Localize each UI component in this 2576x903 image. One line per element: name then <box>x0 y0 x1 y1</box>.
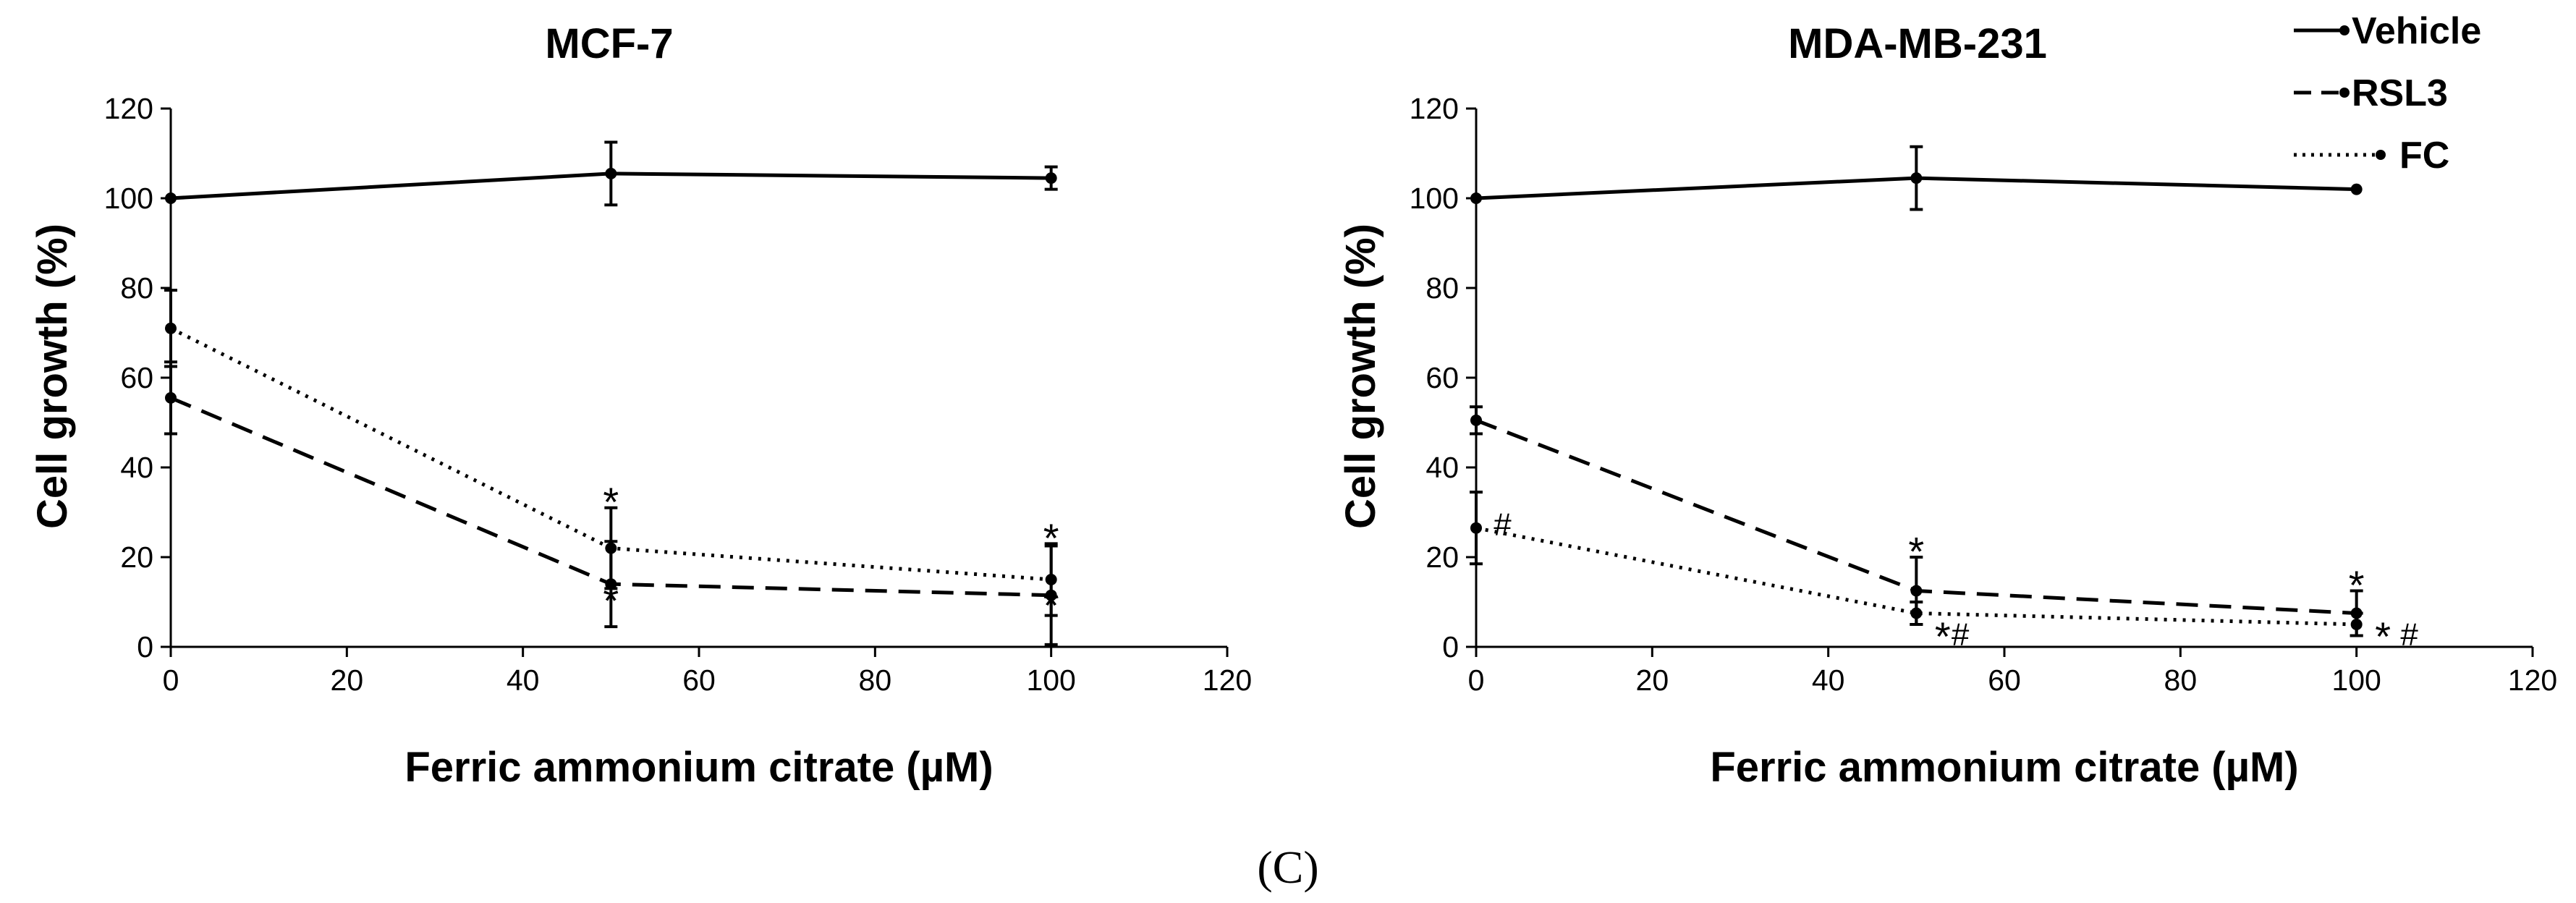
annotation-asterisk: * <box>1043 515 1059 561</box>
y-tick-label: 120 <box>1410 92 1459 125</box>
annotation-hash: # <box>1952 616 1970 652</box>
x-tick-label: 0 <box>163 664 179 697</box>
data-point-fc <box>1910 607 1923 619</box>
y-tick-label: 40 <box>1425 451 1459 484</box>
x-tick-label: 0 <box>1468 664 1485 697</box>
chart-title: MCF-7 <box>545 20 673 67</box>
data-point-vehicle <box>2350 183 2363 195</box>
x-tick-label: 120 <box>2508 664 2557 697</box>
y-tick-label: 100 <box>1410 182 1459 215</box>
y-axis-title: Cell growth (%) <box>29 224 76 529</box>
chart-title: MDA-MB-231 <box>1788 20 2047 67</box>
legend-label-vehicle: Vehicle <box>2352 10 2481 52</box>
annotation-asterisk: * <box>603 479 619 525</box>
x-tick-label: 100 <box>1026 664 1075 697</box>
x-axis-title: Ferric ammonium citrate (µM) <box>1710 744 2298 791</box>
legend-marker-fc <box>2376 150 2386 160</box>
legend-label-rsl3: RSL3 <box>2352 72 2448 114</box>
x-tick-label: 40 <box>507 664 540 697</box>
legend-item-fc: FC <box>2294 135 2449 177</box>
annotation-hash: # <box>2400 616 2418 652</box>
data-point-vehicle <box>165 192 177 204</box>
legend: Vehicle RSL3 FC <box>2294 10 2481 177</box>
x-tick-label: 20 <box>1636 664 1669 697</box>
legend-item-vehicle: Vehicle <box>2294 10 2481 52</box>
y-axis-title: Cell growth (%) <box>1337 224 1384 529</box>
annotation-asterisk: * <box>1935 614 1951 659</box>
chart-mcf7: MCF-7 Ferric ammonium citrate (µM) Cell … <box>29 20 1252 791</box>
annotation-asterisk: * <box>2349 562 2365 608</box>
y-tick-label: 100 <box>104 182 153 215</box>
annotation-hash: # <box>1494 507 1512 543</box>
annotation-asterisk: * <box>603 578 619 624</box>
annotation-asterisk: * <box>1043 582 1059 628</box>
x-tick-label: 120 <box>1203 664 1252 697</box>
x-tick-label: 60 <box>1988 664 2021 697</box>
plot-area: 0 20 40 60 80 100 120 0 20 40 60 80 100 120 * * * * <box>104 92 1253 697</box>
y-tick-label: 60 <box>1425 361 1459 394</box>
legend-marker-vehicle <box>2339 25 2350 35</box>
x-tick-label: 40 <box>1812 664 1845 697</box>
data-point-vehicle <box>1045 172 1057 185</box>
y-tick-label: 60 <box>120 361 153 394</box>
x-tick-label: 100 <box>2331 664 2381 697</box>
y-tick-label: 0 <box>137 630 153 664</box>
y-tick-label: 120 <box>104 92 153 125</box>
data-point-fc <box>2350 619 2363 630</box>
chart-mda-mb-231: MDA-MB-231 Ferric ammonium citrate (µM) … <box>1337 20 2557 791</box>
legend-item-rsl3: RSL3 <box>2294 72 2448 114</box>
data-point-rsl3 <box>1470 414 1482 426</box>
y-tick-label: 80 <box>1425 271 1459 305</box>
y-tick-label: 40 <box>120 451 153 484</box>
data-point-vehicle <box>605 167 617 179</box>
x-tick-label: 80 <box>859 664 892 697</box>
panel-label: (C) <box>1257 841 1318 893</box>
data-point-vehicle <box>1910 172 1923 185</box>
annotation-asterisk: * <box>1908 528 1924 574</box>
annotation-asterisk: * <box>2375 614 2391 659</box>
data-point-fc <box>165 322 177 334</box>
data-point-rsl3 <box>165 391 177 404</box>
data-point-fc <box>1045 574 1057 585</box>
legend-marker-rsl3 <box>2339 88 2350 98</box>
legend-label-fc: FC <box>2399 135 2449 177</box>
y-tick-label: 80 <box>120 271 153 305</box>
y-tick-label: 0 <box>1442 630 1459 664</box>
data-point-vehicle <box>1470 192 1482 204</box>
y-tick-label: 20 <box>1425 540 1459 574</box>
x-tick-label: 60 <box>682 664 716 697</box>
y-tick-label: 20 <box>120 540 153 574</box>
x-tick-label: 20 <box>331 664 364 697</box>
data-point-fc <box>605 542 617 554</box>
data-point-rsl3 <box>1910 585 1923 597</box>
data-point-fc <box>1470 522 1482 534</box>
x-tick-label: 80 <box>2164 664 2198 697</box>
x-axis-title: Ferric ammonium citrate (µM) <box>404 744 993 791</box>
